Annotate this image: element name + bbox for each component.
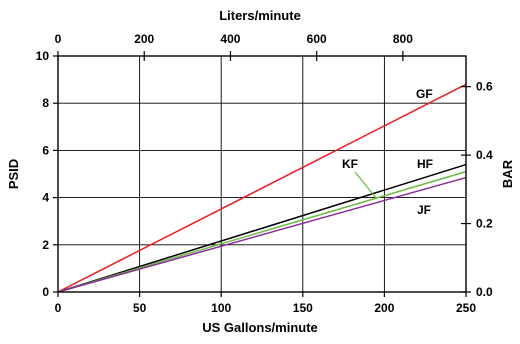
series-line-kf xyxy=(57,170,467,293)
y2-tick-label: 0.0 xyxy=(476,285,493,299)
axes xyxy=(53,51,471,297)
x2-tick-label: 0 xyxy=(55,32,62,46)
series-labels: GF HF KF JF xyxy=(342,87,433,217)
x-tick-label: 100 xyxy=(211,301,231,315)
x-tick-label: 250 xyxy=(456,301,476,315)
y2-tick-label: 0.4 xyxy=(476,148,493,162)
y-tick-label: 2 xyxy=(42,238,49,252)
x-tick-label: 50 xyxy=(133,301,147,315)
plot-frame xyxy=(57,55,467,293)
series-label-hf: HF xyxy=(417,157,433,171)
y-tick-label: 4 xyxy=(42,191,49,205)
series-label-jf: JF xyxy=(417,203,431,217)
series-label-gf: GF xyxy=(416,87,433,101)
y2-tick-label: 0.6 xyxy=(476,80,493,94)
series-line-jf xyxy=(57,176,467,293)
x-tick-label: 150 xyxy=(293,301,313,315)
x-tick-label: 200 xyxy=(374,301,394,315)
x2-tick-label: 600 xyxy=(307,32,327,46)
x2-tick-label: 400 xyxy=(220,32,240,46)
x2-axis-title: Liters/minute xyxy=(219,8,301,23)
series-line-gf xyxy=(57,83,467,293)
series-line-hf xyxy=(57,163,467,293)
x-axis-title: US Gallons/minute xyxy=(202,320,318,335)
y-axis-title: PSID xyxy=(6,159,21,189)
grid xyxy=(58,56,466,292)
y-tick-label: 8 xyxy=(42,96,49,110)
series-label-kf-leader xyxy=(354,171,377,199)
series-label-kf: KF xyxy=(342,157,358,171)
y2-axis-title: BAR xyxy=(500,159,515,188)
y-tick-label: 10 xyxy=(36,49,50,63)
x2-tick-label: 800 xyxy=(393,32,413,46)
y2-tick-label: 0.2 xyxy=(476,217,493,231)
x-tick-label: 0 xyxy=(55,301,62,315)
y-tick-label: 0 xyxy=(42,285,49,299)
y-tick-label: 6 xyxy=(42,143,49,157)
series-lines xyxy=(57,83,467,293)
x2-tick-label: 200 xyxy=(134,32,154,46)
